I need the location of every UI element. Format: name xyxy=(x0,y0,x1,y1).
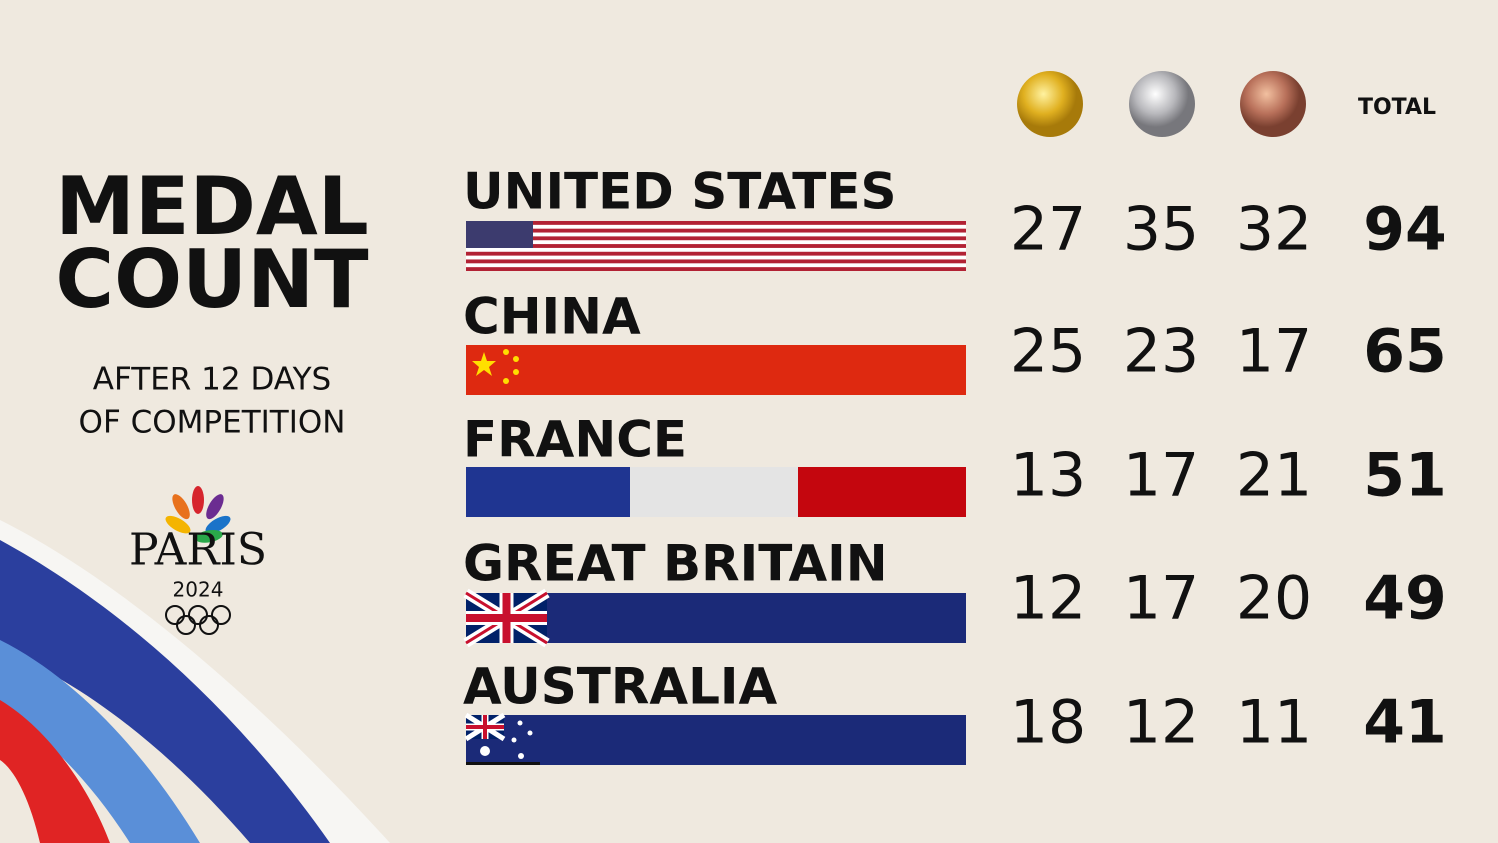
bronze-count: 17 xyxy=(1236,317,1312,387)
gold-count: 18 xyxy=(1010,688,1086,758)
total-count: 65 xyxy=(1363,317,1447,387)
logo-name: PARIS xyxy=(129,525,267,576)
total-count: 94 xyxy=(1363,195,1447,265)
flag-stripe xyxy=(466,259,966,264)
flag-stripe xyxy=(466,236,966,241)
total-count: 41 xyxy=(1363,688,1447,758)
flag-stripe xyxy=(466,228,966,233)
total-count: 51 xyxy=(1363,441,1447,511)
country-name: CHINA xyxy=(463,288,641,346)
flag-stripe xyxy=(466,251,966,256)
bronze-medal-icon xyxy=(1240,71,1306,137)
silver-count: 12 xyxy=(1123,688,1199,758)
bronze-count: 11 xyxy=(1236,688,1312,758)
bronze-count: 21 xyxy=(1236,441,1312,511)
silver-count: 35 xyxy=(1123,195,1199,265)
logo-icon xyxy=(165,486,231,543)
flag-stripe xyxy=(466,221,966,225)
gold-count: 13 xyxy=(1010,441,1086,511)
silver-medal-icon xyxy=(1129,71,1195,137)
table: UNITED STATES 27 35 32 94 CHINA 25 23 17 65 FRANCE… xyxy=(463,163,1447,758)
flag-stripe xyxy=(466,244,966,248)
flag-us xyxy=(466,221,966,271)
flag-stripe xyxy=(466,267,966,271)
bronze-count: 20 xyxy=(1236,564,1312,634)
silver-count: 17 xyxy=(1123,441,1199,511)
country-name: GREAT BRITAIN xyxy=(463,535,888,593)
flag-gb xyxy=(463,588,966,648)
gold-count: 25 xyxy=(1010,317,1086,387)
country-name: FRANCE xyxy=(463,411,687,469)
silver-count: 23 xyxy=(1123,317,1199,387)
bronze-count: 32 xyxy=(1236,195,1312,265)
subtitle: AFTER 12 DAYS xyxy=(93,362,331,398)
flag-china xyxy=(466,345,966,395)
total-header: TOTAL xyxy=(1358,95,1436,120)
logo-year: 2024 xyxy=(173,578,224,602)
flag-france xyxy=(466,467,966,517)
title: COUNT xyxy=(55,233,369,326)
title: MEDAL xyxy=(55,160,369,253)
gold-count: 12 xyxy=(1010,564,1086,634)
decoration xyxy=(0,520,390,843)
total-count: 49 xyxy=(1363,564,1447,634)
silver-count: 17 xyxy=(1123,564,1199,634)
gold-count: 27 xyxy=(1010,195,1086,265)
subtitle: OF COMPETITION xyxy=(79,405,346,441)
country-name: UNITED STATES xyxy=(463,163,897,221)
flag-australia xyxy=(464,712,966,765)
gold-medal-icon xyxy=(1017,71,1083,137)
olympic-rings xyxy=(165,605,231,635)
country-name: AUSTRALIA xyxy=(463,658,778,716)
